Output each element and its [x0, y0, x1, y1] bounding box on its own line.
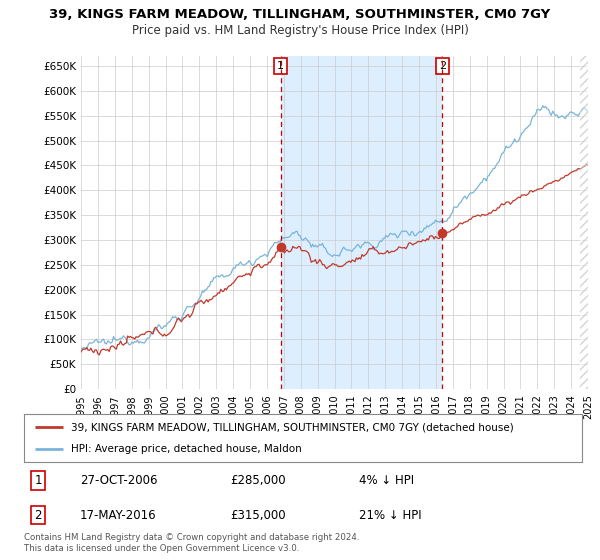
- Text: £285,000: £285,000: [230, 474, 286, 487]
- Text: 1: 1: [277, 61, 284, 71]
- Bar: [281, 56, 442, 389]
- Text: Contains HM Land Registry data © Crown copyright and database right 2024.
This d: Contains HM Land Registry data © Crown c…: [24, 533, 359, 553]
- Text: 27-OCT-2006: 27-OCT-2006: [80, 474, 157, 487]
- Text: 1: 1: [34, 474, 42, 487]
- Text: 39, KINGS FARM MEADOW, TILLINGHAM, SOUTHMINSTER, CM0 7GY: 39, KINGS FARM MEADOW, TILLINGHAM, SOUTH…: [49, 8, 551, 21]
- Text: 21% ↓ HPI: 21% ↓ HPI: [359, 508, 421, 521]
- Text: 39, KINGS FARM MEADOW, TILLINGHAM, SOUTHMINSTER, CM0 7GY (detached house): 39, KINGS FARM MEADOW, TILLINGHAM, SOUTH…: [71, 422, 514, 432]
- Text: £315,000: £315,000: [230, 508, 286, 521]
- Text: 17-MAY-2016: 17-MAY-2016: [80, 508, 157, 521]
- Text: 2: 2: [439, 61, 446, 71]
- Text: HPI: Average price, detached house, Maldon: HPI: Average price, detached house, Mald…: [71, 444, 302, 454]
- Text: Price paid vs. HM Land Registry's House Price Index (HPI): Price paid vs. HM Land Registry's House …: [131, 24, 469, 36]
- Text: 4% ↓ HPI: 4% ↓ HPI: [359, 474, 414, 487]
- Text: 2: 2: [34, 508, 42, 521]
